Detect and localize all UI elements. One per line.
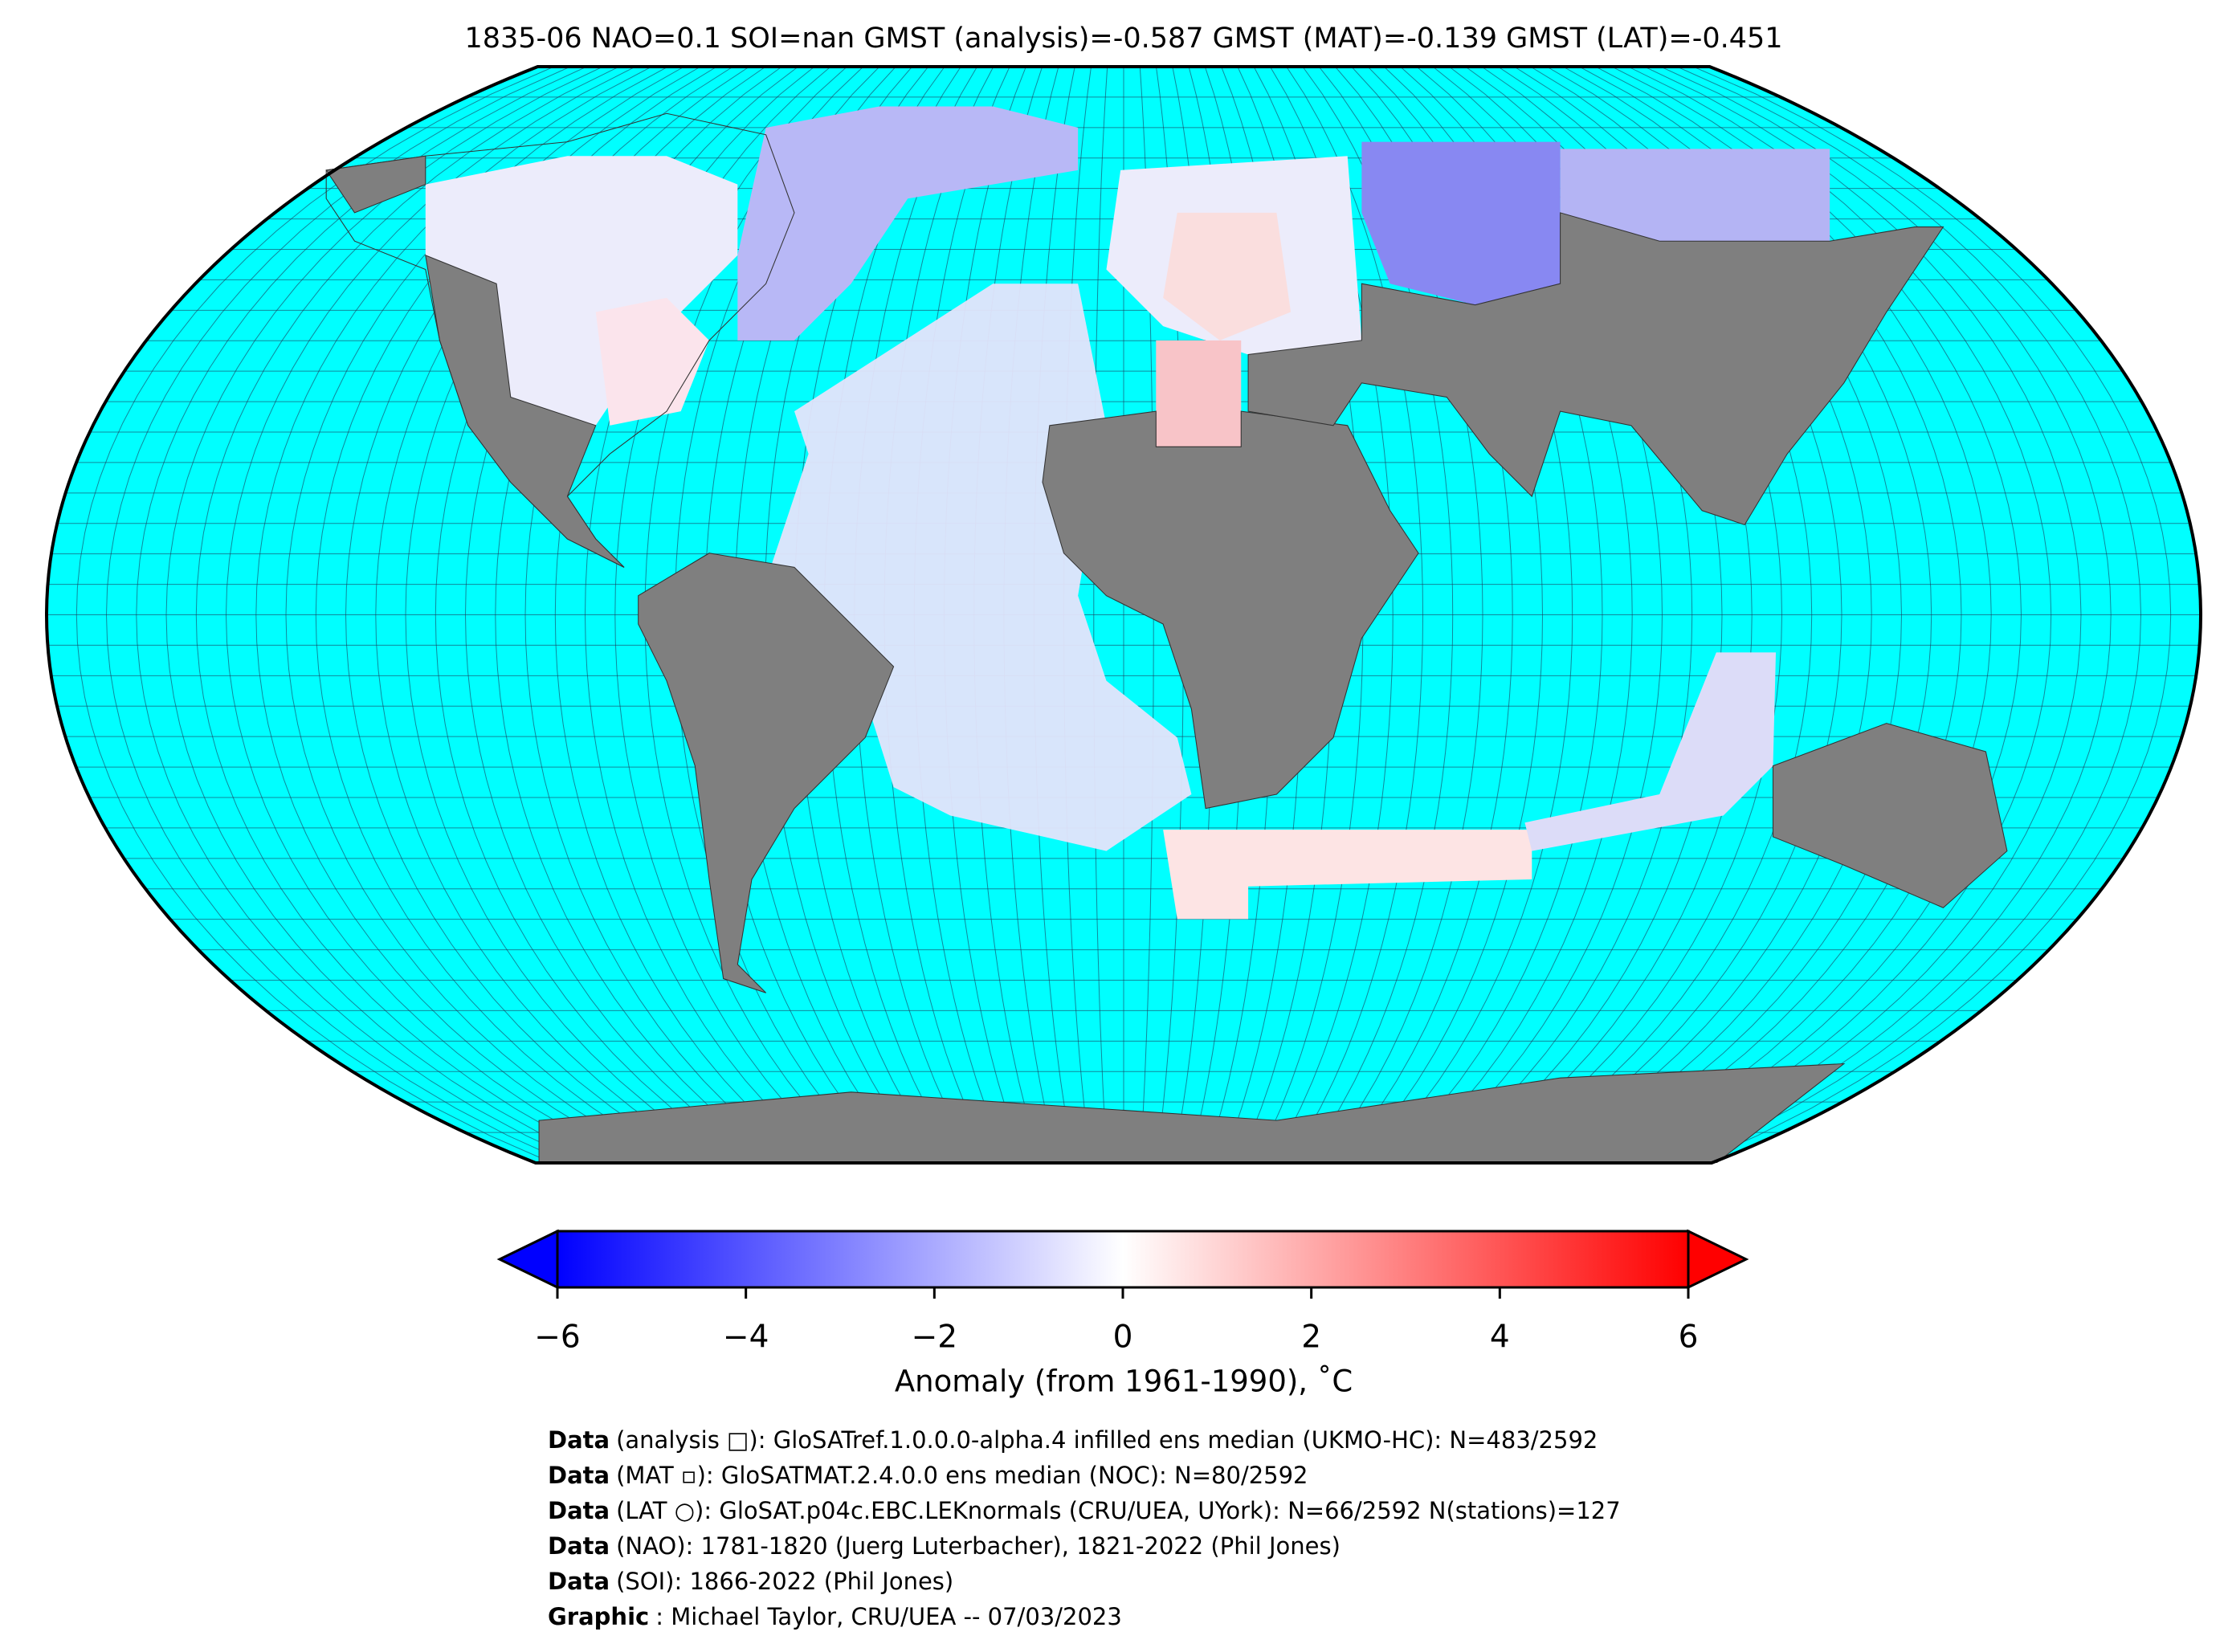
europe-warm: [1163, 212, 1292, 341]
colorbar-extend-high: [1687, 1229, 1749, 1290]
credit-line: Graphic: Michael Taylor, CRU/UEA -- 07/0…: [548, 1603, 1122, 1630]
south-america: [638, 553, 895, 993]
meridian: [75, 67, 554, 1163]
meridian: [1286, 67, 1424, 1163]
mediterranean-cells: [1156, 340, 1242, 447]
indian-ocean-cells: [1524, 652, 1777, 851]
credit-text: (SOI): 1866-2022 (Phil Jones): [616, 1568, 953, 1595]
map-border: [45, 65, 2202, 1165]
credit-line: Data (NAO): 1781-1820 (Juerg Luterbacher)…: [548, 1532, 1341, 1560]
colorbar-tick-label: 4: [1490, 1320, 1510, 1356]
map: [46, 67, 2202, 1163]
meridian: [1693, 67, 2172, 1163]
meridian: [105, 67, 571, 1163]
meridian: [136, 67, 587, 1163]
credit-line: Data (SOI): 1866-2022 (Phil Jones): [548, 1568, 953, 1595]
colorbar-tick-label: −6: [534, 1320, 581, 1356]
colorbar-gradient: [556, 1230, 1690, 1289]
meridian: [1093, 67, 1108, 1163]
meridian: [225, 67, 636, 1163]
colorbar-extend-low: [496, 1229, 559, 1290]
meridian: [1660, 67, 2112, 1163]
credit-text: : Michael Taylor, CRU/UEA -- 07/03/2023: [655, 1603, 1122, 1630]
credit-line: Data (MAT ▫): GloSATMAT.2.4.0.0 ens media…: [548, 1462, 1308, 1489]
siberia-cells: [1361, 141, 1561, 305]
credit-label: Data: [548, 1497, 610, 1524]
meridian: [195, 67, 620, 1163]
meridian: [1676, 67, 2142, 1163]
asia: [1247, 212, 1944, 526]
north-america: [425, 255, 625, 568]
credits: Data (analysis □): GloSATref.1.0.0.0-alph…: [548, 1426, 1621, 1630]
credit-text: (NAO): 1781-1820 (Juerg Luterbacher), 18…: [616, 1532, 1341, 1560]
credit-line: Data (LAT ○): GloSAT.p04c.EBC.LEKnormals …: [548, 1497, 1621, 1524]
north-america-cells: [425, 156, 738, 426]
colorbar-label: Anomaly (from 1961-1990), ˚C: [895, 1364, 1353, 1399]
credit-text: (analysis □): GloSATref.1.0.0.0-alpha.4 …: [616, 1426, 1598, 1454]
meridian: [255, 67, 652, 1163]
africa: [1042, 410, 1419, 810]
north-atlantic-cells: [737, 106, 1079, 341]
australia: [1772, 723, 2008, 908]
credit-label: Data: [548, 1532, 610, 1560]
meridian: [165, 67, 603, 1163]
southern-ocean-cells: [1163, 830, 1532, 920]
credit-text: (LAT ○): GloSAT.p04c.EBC.LEKnormals (CRU…: [616, 1497, 1621, 1524]
alaska: [325, 155, 426, 214]
credit-label: Graphic: [548, 1603, 649, 1630]
title: 1835-06 NAO=0.1 SOI=nan GMST (analysis)=…: [464, 22, 1782, 55]
credit-text: (MAT ▫): GloSATMAT.2.4.0.0 ens median (N…: [616, 1462, 1308, 1489]
credit-label: Data: [548, 1568, 610, 1595]
colorbar: −6 −4 −2 0 2 4 6: [496, 1229, 1749, 1356]
colorbar-tick-label: 2: [1301, 1320, 1321, 1356]
credit-label: Data: [548, 1462, 610, 1489]
antarctica: [538, 1063, 1846, 1163]
credit-line: Data (analysis □): GloSATref.1.0.0.0-alph…: [548, 1426, 1598, 1454]
colorbar-tick-label: −2: [912, 1320, 958, 1356]
credit-label: Data: [548, 1426, 610, 1454]
east-asia-cells: [1560, 149, 1830, 242]
colorbar-tick-label: 6: [1679, 1320, 1699, 1356]
colorbar-tick-label: −4: [723, 1320, 769, 1356]
shading: [325, 106, 2008, 1163]
colorbar-tick-label: 0: [1113, 1320, 1133, 1356]
north-america-warm: [595, 297, 709, 426]
